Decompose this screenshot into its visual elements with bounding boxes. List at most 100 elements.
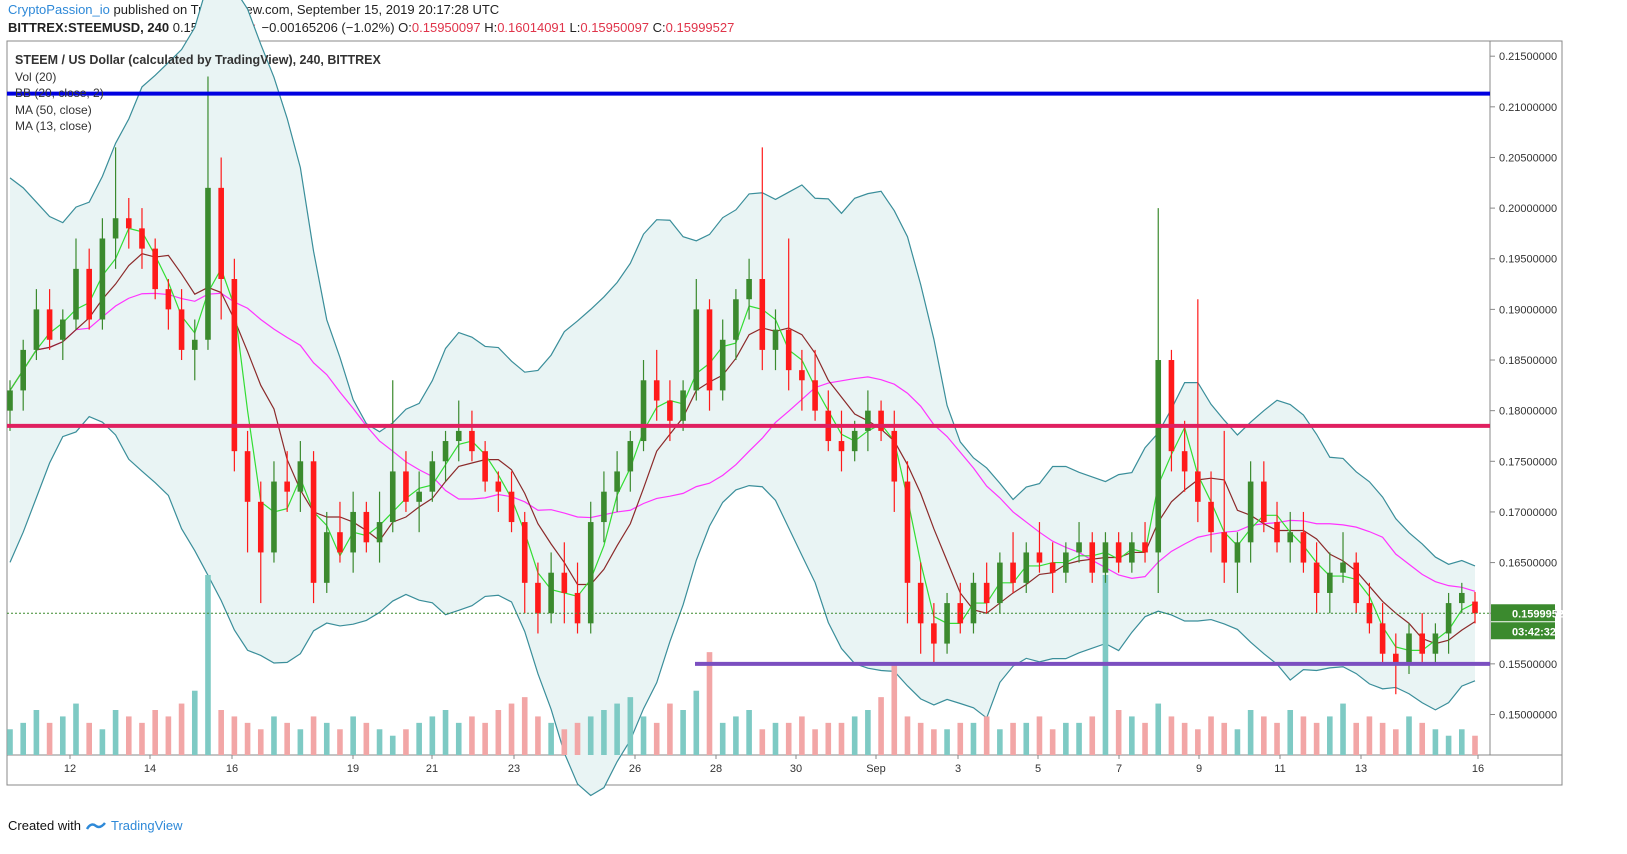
candle-body[interactable] — [653, 380, 660, 401]
candle-body[interactable] — [719, 339, 726, 391]
candle-body[interactable] — [983, 582, 990, 604]
candle-body[interactable] — [548, 572, 554, 614]
candle-body[interactable] — [865, 410, 871, 431]
candle-body[interactable] — [508, 491, 515, 523]
candle-body[interactable] — [139, 228, 145, 249]
candle-body[interactable] — [1142, 542, 1148, 553]
legend-bb[interactable]: BB (20, close, 2) — [15, 86, 104, 100]
candle-body[interactable] — [455, 430, 462, 442]
candle-body[interactable] — [231, 279, 238, 452]
candle-body[interactable] — [970, 582, 977, 624]
candle-body[interactable] — [878, 410, 884, 431]
candle-body[interactable] — [1379, 623, 1386, 654]
candle-body[interactable] — [785, 329, 792, 371]
candle-body[interactable] — [469, 430, 475, 452]
candle-body[interactable] — [521, 522, 528, 583]
candle-body[interactable] — [1353, 562, 1360, 604]
candle-body[interactable] — [587, 522, 594, 624]
candle-body[interactable] — [1340, 562, 1346, 573]
candle-body[interactable] — [86, 268, 92, 320]
candle-body[interactable] — [1472, 601, 1478, 614]
legend-ma50[interactable]: MA (50, close) — [15, 102, 92, 117]
candle-body[interactable] — [680, 390, 686, 421]
candle-body[interactable] — [1287, 532, 1294, 543]
candle-body[interactable] — [693, 309, 700, 391]
candle-body[interactable] — [257, 501, 264, 553]
candle-body[interactable] — [376, 522, 383, 543]
candle-body[interactable] — [178, 309, 185, 350]
candle-body[interactable] — [574, 592, 581, 624]
candle-body[interactable] — [59, 319, 66, 340]
candle-body[interactable] — [917, 582, 924, 624]
candle-body[interactable] — [297, 461, 304, 492]
candle-body[interactable] — [746, 279, 752, 300]
candle-body[interactable] — [1102, 542, 1109, 573]
candle-body[interactable] — [1313, 562, 1320, 593]
candle-body[interactable] — [1366, 603, 1373, 624]
candle-body[interactable] — [1155, 360, 1162, 553]
candle-body[interactable] — [561, 572, 568, 593]
candle-body[interactable] — [1406, 633, 1412, 664]
legend-ma13[interactable]: MA (13, close) — [15, 119, 92, 133]
candle-body[interactable] — [125, 218, 132, 229]
candle-body[interactable] — [416, 491, 422, 502]
candle-body[interactable] — [535, 582, 541, 614]
candle-body[interactable] — [389, 471, 396, 523]
candle-body[interactable] — [363, 511, 370, 543]
candle-body[interactable] — [46, 309, 53, 340]
candle-body[interactable] — [271, 481, 277, 553]
candle-body[interactable] — [1459, 592, 1465, 604]
candle-body[interactable] — [1195, 471, 1201, 502]
candle-body[interactable] — [482, 451, 488, 482]
candle-body[interactable] — [1129, 542, 1135, 563]
candle-body[interactable] — [323, 532, 330, 583]
candle-body[interactable] — [205, 187, 211, 340]
candle-body[interactable] — [640, 380, 647, 442]
candle-body[interactable] — [1023, 552, 1030, 583]
candle-body[interactable] — [191, 339, 198, 350]
candle-body[interactable] — [1036, 552, 1043, 563]
candle-body[interactable] — [1181, 451, 1188, 472]
candle-body[interactable] — [1327, 572, 1333, 593]
candle-body[interactable] — [891, 430, 898, 482]
candle-body[interactable] — [1432, 633, 1439, 654]
candle-body[interactable] — [442, 441, 449, 462]
candle-body[interactable] — [7, 390, 13, 411]
candle-body[interactable] — [165, 289, 172, 310]
tradingview-brand[interactable]: TradingView — [110, 818, 183, 833]
candle-body[interactable] — [614, 471, 620, 492]
candle-body[interactable] — [403, 471, 409, 502]
candle-body[interactable] — [772, 329, 779, 350]
legend-vol[interactable]: Vol (20) — [15, 69, 57, 84]
candle-body[interactable] — [244, 451, 251, 502]
candle-body[interactable] — [1010, 562, 1016, 583]
candle-body[interactable] — [112, 218, 119, 239]
candle-body[interactable] — [429, 461, 436, 492]
candle-body[interactable] — [1274, 522, 1280, 543]
candle-body[interactable] — [1261, 481, 1267, 523]
candle-body[interactable] — [1115, 542, 1122, 563]
candle-body[interactable] — [284, 481, 290, 492]
candle-body[interactable] — [733, 299, 739, 340]
candle-body[interactable] — [33, 309, 40, 350]
candle-body[interactable] — [944, 603, 950, 644]
candle-body[interactable] — [73, 268, 79, 320]
candle-body[interactable] — [1247, 481, 1254, 543]
candle-body[interactable] — [904, 481, 911, 583]
candle-body[interactable] — [931, 623, 937, 644]
candle-body[interactable] — [1089, 542, 1096, 573]
candle-body[interactable] — [1445, 603, 1452, 634]
candle-body[interactable] — [997, 562, 1003, 604]
candle-body[interactable] — [851, 430, 858, 452]
candle-body[interactable] — [310, 461, 317, 583]
candle-body[interactable] — [337, 532, 343, 553]
candle-body[interactable] — [1208, 501, 1214, 533]
candle-body[interactable] — [218, 187, 224, 279]
candle-body[interactable] — [627, 441, 634, 472]
candle-body[interactable] — [759, 279, 766, 350]
candle-body[interactable] — [152, 248, 158, 290]
candle-body[interactable] — [1221, 532, 1228, 563]
candle-body[interactable] — [495, 481, 502, 492]
candle-body[interactable] — [1063, 552, 1069, 573]
